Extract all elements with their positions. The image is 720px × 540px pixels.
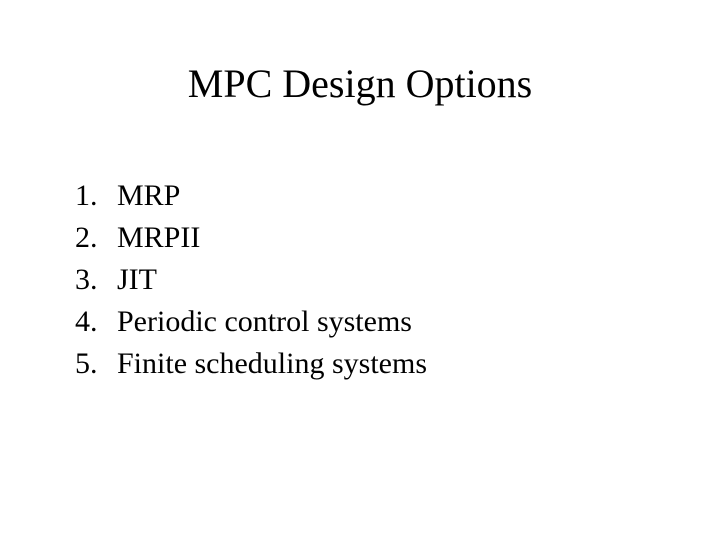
list-item: 5. Finite scheduling systems bbox=[75, 343, 427, 385]
list-text: JIT bbox=[117, 259, 427, 301]
list-text: MRP bbox=[117, 175, 427, 217]
list-item: 4. Periodic control systems bbox=[75, 301, 427, 343]
slide-title: MPC Design Options bbox=[0, 60, 720, 107]
list-text: MRPII bbox=[117, 217, 427, 259]
list-number: 5. bbox=[75, 343, 117, 385]
list-item: 3. JIT bbox=[75, 259, 427, 301]
list-number: 3. bbox=[75, 259, 117, 301]
list-item: 2. MRPII bbox=[75, 217, 427, 259]
list-text: Periodic control systems bbox=[117, 301, 427, 343]
list-text: Finite scheduling systems bbox=[117, 343, 427, 385]
list-number: 4. bbox=[75, 301, 117, 343]
list-item: 1. MRP bbox=[75, 175, 427, 217]
options-list: 1. MRP 2. MRPII 3. JIT 4. Periodic contr… bbox=[75, 175, 427, 385]
list-number: 1. bbox=[75, 175, 117, 217]
list-number: 2. bbox=[75, 217, 117, 259]
